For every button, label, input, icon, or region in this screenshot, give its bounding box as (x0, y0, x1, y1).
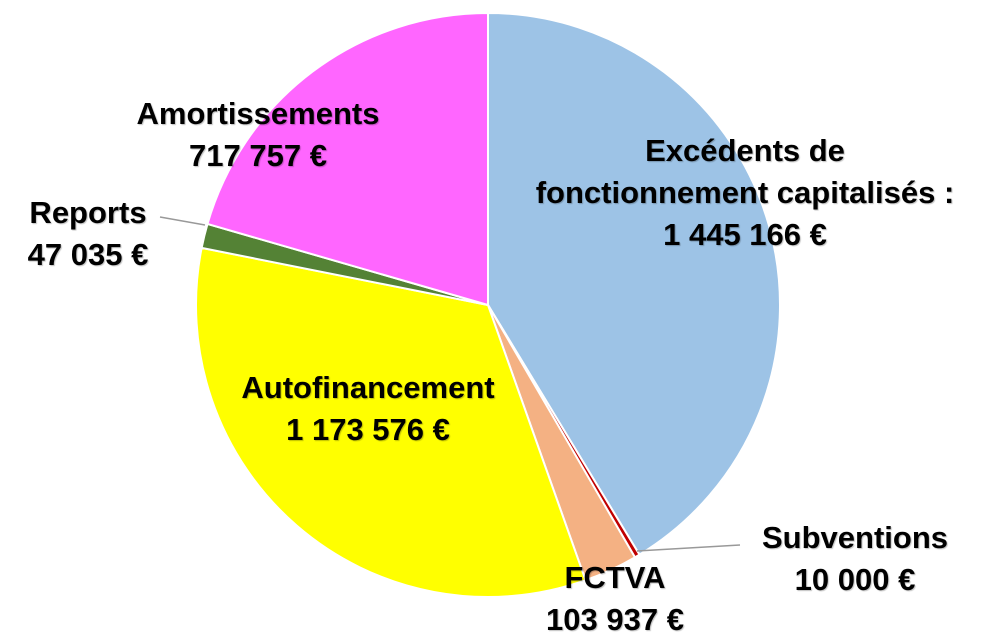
category-label: Excédents de fonctionnement capitalisés … (535, 133, 955, 210)
value-label: 717 757 € (189, 138, 327, 173)
value-label: 10 000 € (794, 562, 916, 597)
slice-label: Subventions 10 000 € (762, 517, 948, 601)
value-label: 47 035 € (27, 237, 149, 272)
category-label: Autofinancement (241, 370, 495, 405)
category-label: Subventions (761, 520, 949, 555)
leader-line (159, 216, 206, 226)
slice-label: Autofinancement 1 173 576 € (241, 367, 494, 451)
value-label: 1 445 166 € (663, 217, 827, 252)
pie-slice (206, 11, 489, 307)
leader-line (636, 544, 741, 552)
pie-slice (487, 11, 781, 557)
slice-label: FCTVA 103 937 € (546, 557, 684, 641)
category-label: FCTVA (564, 560, 666, 595)
slice-label: Excédents de fonctionnement capitalisés … (525, 130, 965, 256)
value-label: 103 937 € (546, 602, 684, 637)
slice-label: Amortissements 717 757 € (137, 93, 380, 177)
category-label: Amortissements (136, 96, 380, 131)
category-label: Reports (29, 195, 147, 230)
value-label: 1 173 576 € (286, 412, 450, 447)
pie-slice (195, 246, 587, 598)
slice-label: Reports 47 035 € (28, 192, 149, 276)
